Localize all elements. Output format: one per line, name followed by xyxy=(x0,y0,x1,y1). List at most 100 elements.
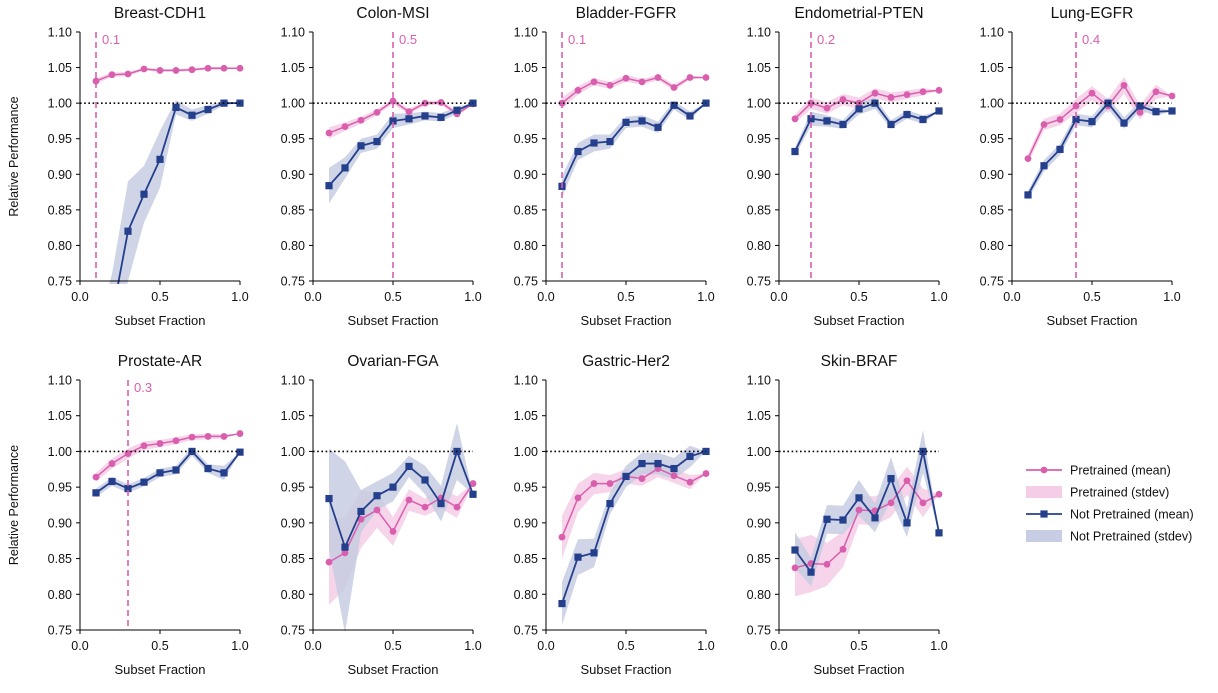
not-pretrained-point xyxy=(686,112,694,120)
legend-item: Not Pretrained (stdev) xyxy=(1026,530,1192,544)
y-tick-label: 0.90 xyxy=(514,516,538,530)
not-pretrained-point xyxy=(1104,99,1112,107)
x-tick-label: 0.5 xyxy=(617,639,634,653)
not-pretrained-point xyxy=(903,110,911,119)
panel-lung-egfr: Lung-EGFR 0.4 0.75 0.80 0.85 0.90 0.95 1.00 1.05… xyxy=(980,5,1181,328)
not-pretrained-point xyxy=(92,370,99,377)
pretrained-point xyxy=(357,116,365,124)
pretrained-point xyxy=(702,74,710,81)
not-pretrained-point xyxy=(654,459,662,468)
x-axis-label: Subset Fraction xyxy=(114,313,205,328)
pretrained-point xyxy=(1168,92,1176,100)
y-tick-label: 0.95 xyxy=(514,481,538,495)
panel-title: Skin-BRAF xyxy=(821,353,898,370)
pretrained-point xyxy=(686,74,694,81)
not-pretrained-point xyxy=(1024,191,1032,199)
pretrained-point xyxy=(702,470,710,477)
not-pretrained-stdev-band xyxy=(562,101,706,198)
y-axis-label: Relative Performance xyxy=(7,96,21,216)
not-pretrained-point xyxy=(172,466,180,474)
not-pretrained-point xyxy=(325,182,333,190)
not-pretrained-point xyxy=(1088,118,1096,126)
pretrained-point xyxy=(204,64,212,72)
not-pretrained-point xyxy=(92,489,100,497)
not-pretrained-point xyxy=(204,105,212,114)
not-pretrained-point xyxy=(606,137,614,146)
legend-item: Not Pretrained (mean) xyxy=(1026,508,1194,522)
not-pretrained-point xyxy=(791,546,799,554)
x-axis-label: Subset Fraction xyxy=(813,313,904,328)
y-tick-label: 1.10 xyxy=(281,26,305,40)
not-pretrained-point xyxy=(124,227,132,235)
x-tick-label: 0.0 xyxy=(770,290,787,304)
legend-marker xyxy=(1040,466,1048,474)
legend-label: Pretrained (stdev) xyxy=(1070,486,1169,500)
pretrained-point xyxy=(871,89,879,97)
not-pretrained-point xyxy=(855,494,863,502)
pretrained-point xyxy=(590,78,598,86)
not-pretrained-point xyxy=(606,499,614,508)
not-pretrained-point xyxy=(590,549,598,557)
y-tick-label: 1.05 xyxy=(48,409,72,423)
not-pretrained-point xyxy=(140,190,148,198)
not-pretrained-point xyxy=(823,515,831,523)
not-pretrained-point xyxy=(670,101,678,109)
y-tick-label: 0.85 xyxy=(514,203,538,217)
pretrained-point xyxy=(108,460,116,467)
not-pretrained-point xyxy=(357,507,365,516)
y-tick-label: 0.85 xyxy=(281,552,305,566)
pretrained-point xyxy=(654,74,662,81)
y-tick-label: 0.80 xyxy=(747,588,771,602)
y-tick-label: 0.85 xyxy=(514,552,538,566)
not-pretrained-point xyxy=(188,447,196,456)
pretrained-point xyxy=(325,558,333,566)
pretrained-mean-line xyxy=(328,100,474,134)
not-pretrained-point xyxy=(421,476,429,484)
pretrained-point xyxy=(919,499,927,507)
not-pretrained-point xyxy=(887,120,895,129)
y-tick-label: 0.90 xyxy=(281,516,305,530)
x-tick-label: 1.0 xyxy=(231,290,248,304)
y-tick-label: 1.00 xyxy=(514,445,538,459)
legend-item: Pretrained (stdev) xyxy=(1026,486,1169,500)
data-layer xyxy=(92,430,244,498)
x-axis-label: Subset Fraction xyxy=(580,313,671,328)
y-tick-label: 0.85 xyxy=(747,203,771,217)
y-tick-label: 1.10 xyxy=(281,374,305,388)
pretrained-point xyxy=(1040,121,1048,128)
y-tick-label: 1.10 xyxy=(48,26,72,40)
x-axis-label: Subset Fraction xyxy=(114,662,205,677)
pretrained-point xyxy=(373,506,381,514)
not-pretrained-mean-line xyxy=(1027,101,1173,196)
pretrained-point xyxy=(172,67,180,74)
not-pretrained-point xyxy=(791,147,799,156)
panel-skin-braf: Skin-BRAF 0.75 0.80 0.85 0.90 0.95 1.00 1.05 1.1… xyxy=(747,353,948,677)
y-tick-label: 0.90 xyxy=(48,168,72,182)
y-tick-label: 0.75 xyxy=(980,275,1004,289)
x-tick-label: 0.0 xyxy=(304,639,321,653)
legend-marker xyxy=(1040,510,1048,518)
not-pretrained-point xyxy=(373,137,381,146)
not-pretrained-point xyxy=(437,113,445,121)
pretrained-point xyxy=(638,475,646,482)
x-axis-label: Subset Fraction xyxy=(347,313,438,328)
y-tick-label: 1.10 xyxy=(514,374,538,388)
not-pretrained-point xyxy=(919,115,927,124)
y-tick-label: 0.85 xyxy=(48,552,72,566)
pretrained-point xyxy=(1088,89,1096,97)
pretrained-point xyxy=(919,88,927,96)
x-tick-label: 1.0 xyxy=(930,290,947,304)
threshold-label: 0.2 xyxy=(817,32,835,47)
y-tick-label: 0.75 xyxy=(747,275,771,289)
x-tick-label: 1.0 xyxy=(1163,290,1180,304)
pretrained-stdev-band xyxy=(1028,76,1172,163)
y-tick-label: 0.85 xyxy=(980,203,1004,217)
not-pretrained-point xyxy=(686,452,694,461)
y-tick-label: 0.95 xyxy=(281,132,305,146)
not-pretrained-point xyxy=(839,120,847,129)
y-tick-label: 0.90 xyxy=(747,168,771,182)
not-pretrained-point xyxy=(204,464,212,473)
not-pretrained-mean-line xyxy=(561,102,707,187)
pretrained-point xyxy=(1056,116,1064,123)
